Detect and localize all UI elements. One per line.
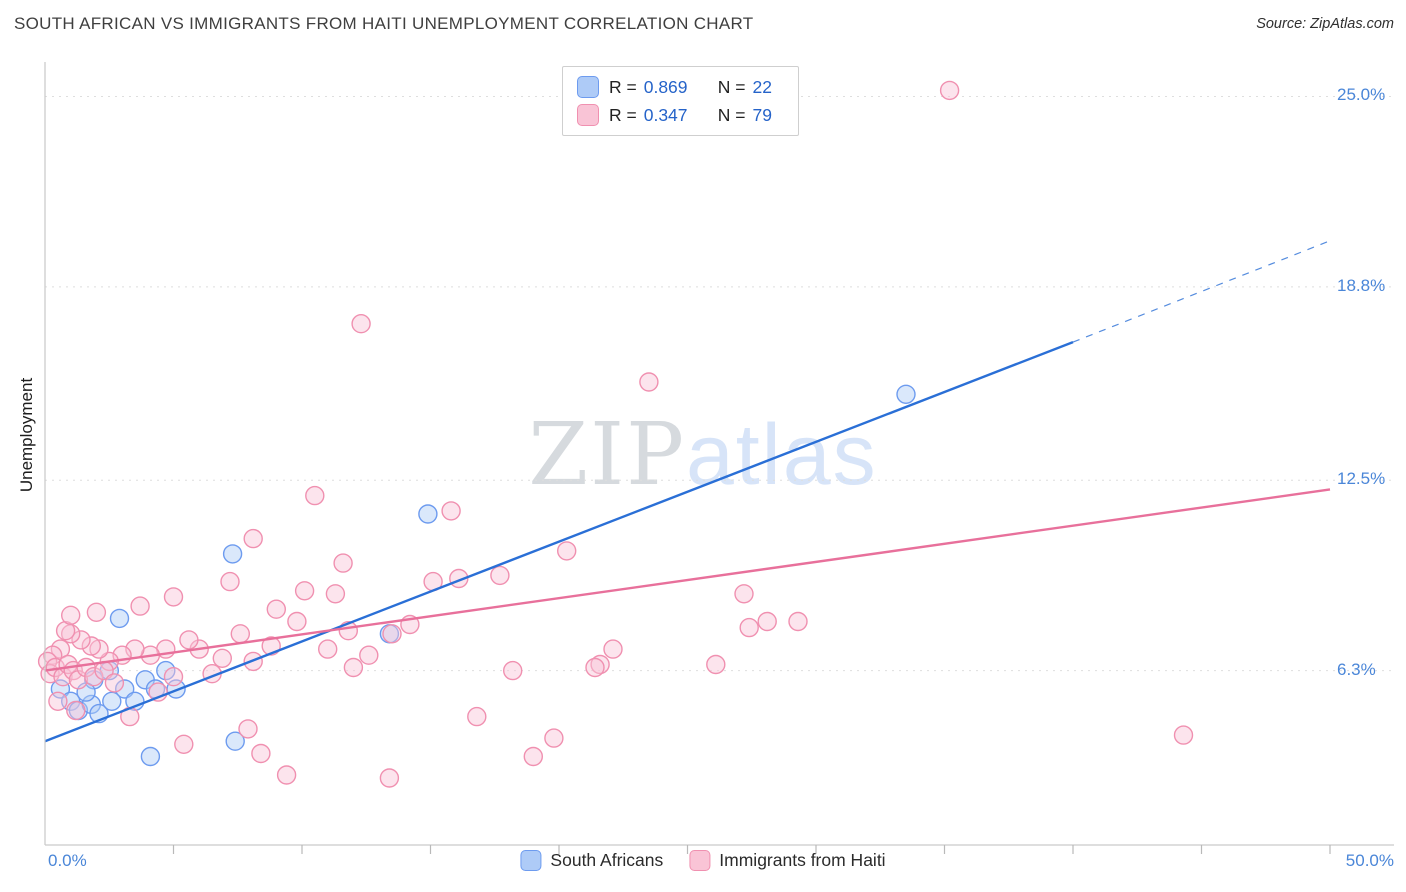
scatter-point-immigrants-from-haiti	[163, 587, 184, 607]
r-label: R =	[609, 104, 637, 125]
scatter-point-immigrants-from-haiti	[585, 657, 605, 678]
scatter-point-immigrants-from-haiti	[104, 673, 125, 693]
scatter-point-immigrants-from-haiti	[55, 621, 76, 641]
scatter-point-south-africans	[102, 691, 122, 711]
scatter-point-immigrants-from-haiti	[266, 599, 286, 619]
n-label: N =	[717, 104, 746, 125]
scatter-point-immigrants-from-haiti	[441, 501, 461, 521]
bottom-legend-label: Immigrants from Haiti	[719, 850, 886, 870]
scatter-point-south-africans	[50, 679, 71, 699]
legend-swatch-blue	[577, 76, 599, 98]
r-value: 0.869	[643, 76, 688, 97]
y-tick-12-5: 12.5%	[1337, 469, 1386, 488]
scatter-point-immigrants-from-haiti	[1173, 725, 1194, 745]
r-label: R =	[609, 76, 637, 97]
scatter-point-immigrants-from-haiti	[557, 541, 577, 561]
legend-box: R = 0.869 N = 22 R = 0.347 N = 79	[562, 66, 800, 136]
scatter-point-immigrants-from-haiti	[66, 700, 86, 721]
scatter-point-immigrants-from-haiti	[739, 617, 759, 638]
scatter-point-immigrants-from-haiti	[43, 645, 63, 665]
scatter-point-immigrants-from-haiti	[939, 80, 960, 101]
legend-swatch-blue	[520, 850, 542, 871]
scatter-point-immigrants-from-haiti	[89, 639, 109, 659]
scatter-point-immigrants-from-haiti	[50, 639, 71, 659]
scatter-point-south-africans	[896, 384, 916, 404]
scatter-point-immigrants-from-haiti	[544, 728, 564, 748]
scatter-point-south-africans	[156, 660, 176, 681]
scatter-point-immigrants-from-haiti	[351, 314, 371, 334]
trendline-immigrants-from-haiti	[44, 488, 1331, 672]
scatter-point-immigrants-from-haiti	[60, 605, 81, 625]
scatter-point-immigrants-from-haiti	[81, 636, 102, 656]
legend-row-south-africans: R = 0.869 N = 22	[577, 76, 782, 98]
scatter-point-immigrants-from-haiti	[333, 553, 353, 573]
x-tick-max: 50.0%	[1345, 851, 1394, 870]
source-link[interactable]: Source: ZipAtlas.com	[1256, 16, 1394, 32]
scatter-point-immigrants-from-haiti	[220, 571, 240, 592]
scatter-point-immigrants-from-haiti	[325, 584, 346, 604]
scatter-point-immigrants-from-haiti	[212, 648, 233, 668]
scatter-point-immigrants-from-haiti	[243, 528, 263, 549]
scatter-point-immigrants-from-haiti	[179, 630, 199, 650]
scatter-point-immigrants-from-haiti	[379, 768, 400, 788]
bottom-legend-label: South Africans	[550, 850, 664, 870]
n-label: N =	[717, 76, 746, 97]
scatter-point-immigrants-from-haiti	[603, 639, 623, 659]
scatter-point-immigrants-from-haiti	[276, 765, 297, 785]
scatter-point-immigrants-from-haiti	[523, 746, 543, 767]
scatter-point-immigrants-from-haiti	[490, 565, 510, 586]
scatter-point-immigrants-from-haiti	[343, 657, 364, 678]
n-value: 22	[752, 76, 772, 97]
scatter-point-south-africans	[222, 544, 243, 564]
scatter-point-immigrants-from-haiti	[318, 639, 338, 659]
scatter-point-immigrants-from-haiti	[305, 485, 325, 506]
scatter-point-immigrants-from-haiti	[287, 611, 307, 632]
scatter-point-immigrants-from-haiti	[86, 602, 107, 622]
trendline-south-africans	[44, 340, 1074, 743]
scatter-point-immigrants-from-haiti	[467, 706, 487, 727]
scatter-point-immigrants-from-haiti	[48, 691, 68, 711]
y-tick-18-8: 18.8%	[1337, 276, 1386, 295]
x-tick-min: 0.0%	[48, 851, 87, 870]
scatter-point-immigrants-from-haiti	[130, 596, 150, 616]
scatter-point-immigrants-from-haiti	[788, 611, 808, 632]
scatter-point-immigrants-from-haiti	[230, 624, 251, 644]
bottom-legend-item-south-africans: South Africans	[520, 850, 663, 871]
scatter-point-immigrants-from-haiti	[706, 654, 726, 675]
bottom-legend: South Africans Immigrants from Haiti	[520, 850, 886, 871]
scatter-point-immigrants-from-haiti	[359, 645, 379, 665]
scatter-point-south-africans	[109, 608, 130, 629]
legend-swatch-pink	[689, 850, 711, 871]
n-value: 79	[752, 104, 772, 125]
scatter-point-immigrants-from-haiti	[84, 667, 104, 687]
y-tick-6-3: 6.3%	[1337, 660, 1376, 679]
scatter-point-immigrants-from-haiti	[734, 584, 754, 604]
scatter-point-immigrants-from-haiti	[251, 743, 271, 764]
scatter-point-immigrants-from-haiti	[639, 372, 659, 392]
y-tick-25: 25.0%	[1337, 85, 1386, 104]
scatter-point-south-africans	[418, 504, 438, 524]
bottom-legend-item-haiti: Immigrants from Haiti	[689, 850, 886, 871]
scatter-point-immigrants-from-haiti	[163, 667, 184, 687]
scatter-point-immigrants-from-haiti	[503, 660, 523, 681]
scatter-point-immigrants-from-haiti	[590, 654, 610, 675]
scatter-point-immigrants-from-haiti	[757, 611, 777, 632]
scatter-point-south-africans	[140, 746, 161, 767]
scatter-point-immigrants-from-haiti	[71, 630, 91, 650]
legend-row-haiti: R = 0.347 N = 79	[577, 104, 782, 126]
r-value: 0.347	[643, 104, 688, 125]
trendline-extension-south-africans	[1072, 240, 1331, 343]
scatter-point-immigrants-from-haiti	[174, 734, 194, 754]
scatter-point-south-africans	[225, 731, 245, 751]
scatter-point-immigrants-from-haiti	[382, 624, 402, 644]
page-title: SOUTH AFRICAN VS IMMIGRANTS FROM HAITI U…	[14, 14, 754, 33]
legend-swatch-pink	[577, 104, 599, 126]
scatter-point-immigrants-from-haiti	[238, 719, 258, 739]
scatter-point-immigrants-from-haiti	[294, 581, 315, 601]
